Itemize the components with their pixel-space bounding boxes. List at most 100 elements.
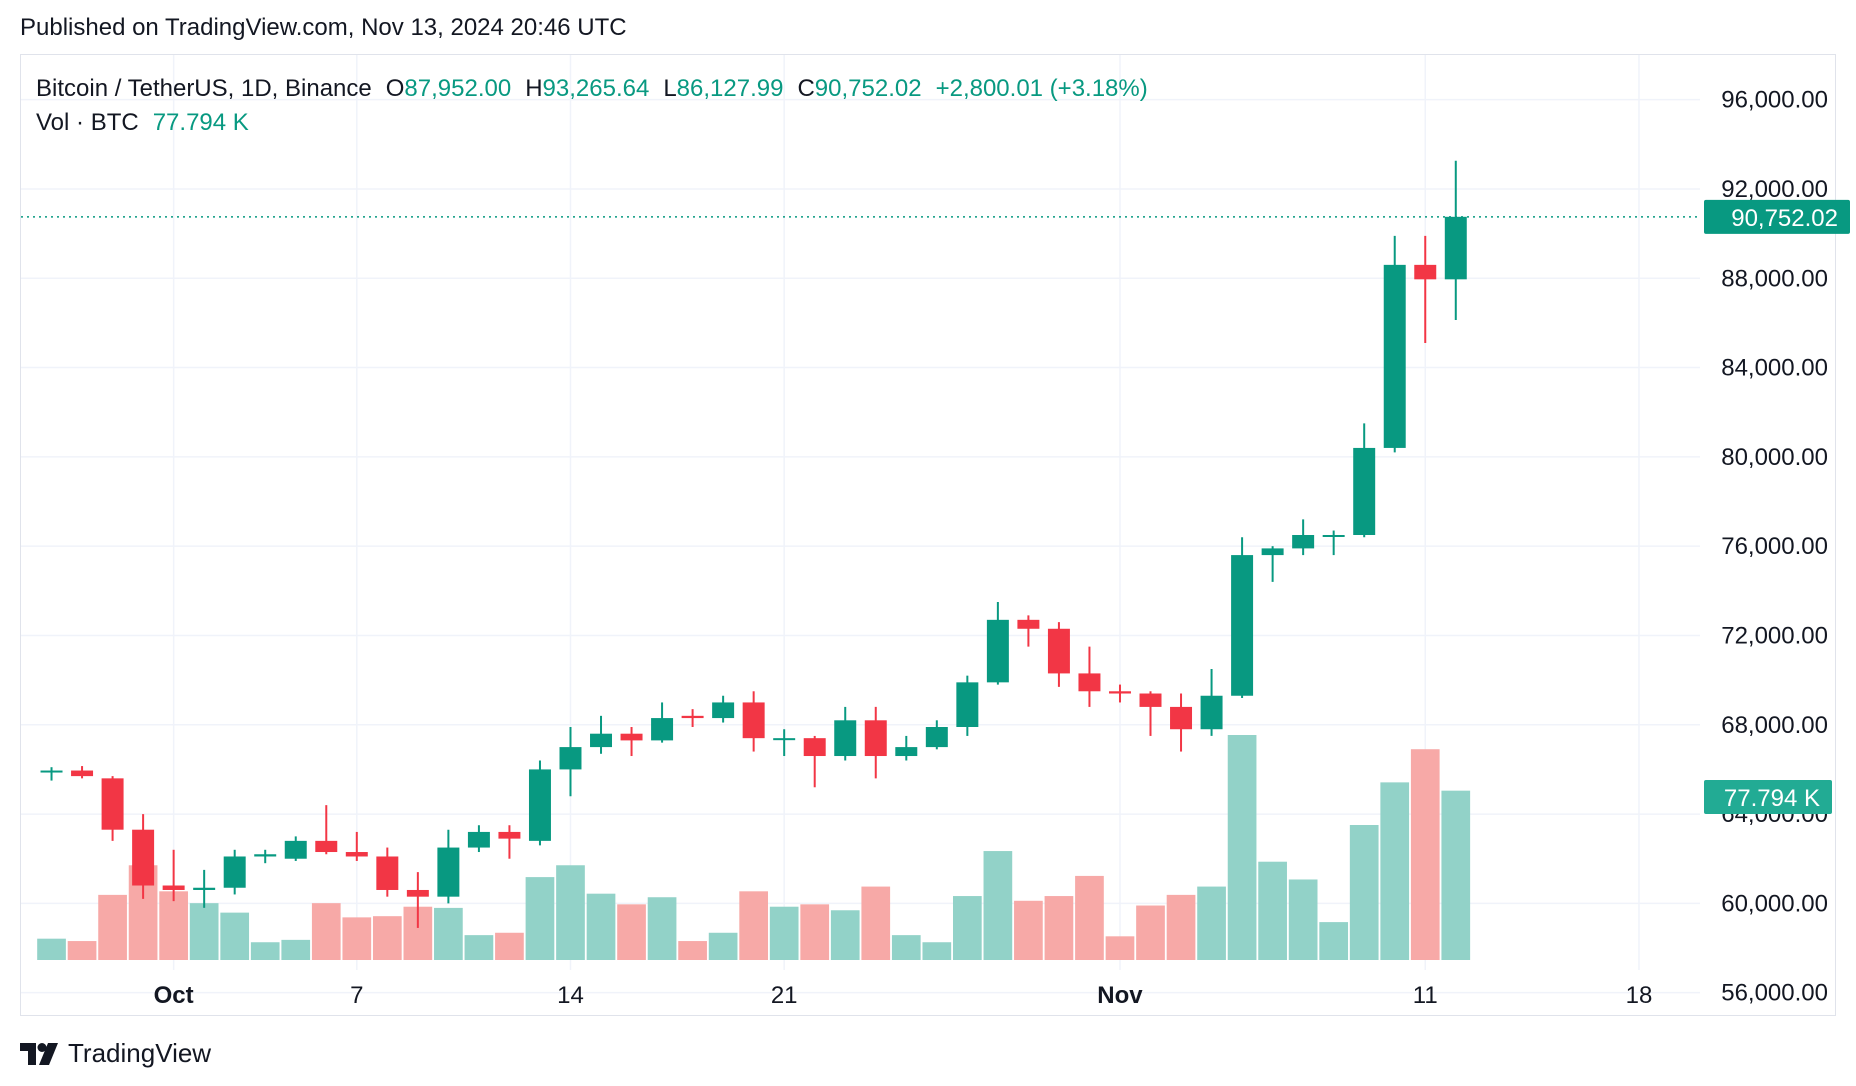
candle-body [773, 738, 796, 741]
candle-body [559, 747, 582, 770]
volume-bar [952, 896, 982, 960]
candle-body [40, 770, 63, 773]
volume-bar [281, 939, 311, 960]
legend-volume-value: 77.794 K [152, 109, 249, 136]
legend-high-value: 93,265.64 [542, 75, 650, 102]
volume-bar [1136, 905, 1165, 960]
candle-body [101, 778, 124, 830]
candle-body [254, 854, 277, 857]
candlestick-chart[interactable]: 96,000.00 92,000.00 88,000.00 84,000.00 80,0… [0, 0, 1856, 1030]
legend-close-label: C [797, 75, 815, 102]
y-tick-label: 88,000.00 [1721, 265, 1828, 292]
candle-body [437, 847, 460, 897]
y-tick-label: 92,000.00 [1721, 176, 1828, 203]
candle-body [925, 727, 948, 748]
candle-body [742, 702, 765, 739]
volume-badge-text: 77.794 K [1724, 785, 1820, 812]
candle-body [1444, 216, 1467, 280]
volume-bar [1258, 861, 1287, 960]
volume-bar [220, 912, 250, 960]
legend-ohlc-row: Bitcoin / TetherUS, 1D, Binance O 87,952.… [36, 72, 1148, 106]
x-tick-label: 21 [771, 982, 798, 1009]
candle-body [956, 682, 979, 727]
candle-body [1383, 264, 1406, 448]
candle-body [406, 889, 429, 897]
series-legend: Bitcoin / TetherUS, 1D, Binance O 87,952.… [36, 72, 1148, 140]
volume-bar [250, 942, 280, 960]
candle-body [284, 840, 307, 859]
candle-body [681, 715, 704, 719]
candle-body [620, 733, 643, 741]
candle-body [1414, 264, 1437, 280]
tradingview-logo-icon [20, 1042, 58, 1065]
volume-bar [678, 941, 707, 960]
legend-volume-label: Vol · BTC [36, 109, 139, 136]
price-axis: 96,000.00 92,000.00 88,000.00 84,000.00 80,0… [1721, 87, 1828, 1007]
legend-close-value: 90,752.02 [814, 75, 922, 102]
volume-bar [891, 935, 921, 960]
y-tick-label: 68,000.00 [1721, 712, 1828, 739]
candle-body [1322, 535, 1345, 537]
chart-frame [20, 54, 1836, 1016]
volume-bar [464, 935, 494, 960]
candle-body [1139, 693, 1162, 707]
candle-body [1353, 447, 1376, 535]
x-tick-label: 11 [1413, 982, 1438, 1009]
candle-body [193, 887, 216, 890]
candle-body [376, 856, 399, 890]
last-price-badge-text: 90,752.02 [1731, 205, 1838, 232]
y-tick-label: 84,000.00 [1721, 355, 1828, 382]
candle-body [1108, 691, 1131, 694]
volume-bar [1044, 896, 1074, 960]
volume-bar [586, 893, 616, 960]
volume-bar [922, 942, 952, 960]
volume-bar [159, 891, 188, 960]
volume-bar [372, 916, 402, 960]
volume-bar [647, 897, 677, 960]
volume-bar [189, 903, 219, 960]
y-tick-label: 56,000.00 [1721, 980, 1828, 1007]
volume-bar [311, 903, 341, 960]
volume-bars [37, 735, 1471, 960]
x-tick-label: 14 [557, 982, 584, 1009]
candle-body [1078, 673, 1101, 692]
volume-bar [1197, 886, 1226, 960]
candle-body [1231, 555, 1254, 696]
y-tick-label: 80,000.00 [1721, 444, 1828, 471]
volume-bar [708, 932, 738, 960]
candle-body [834, 720, 857, 757]
candle-body [864, 720, 887, 757]
candle-body [132, 829, 155, 886]
candles [40, 160, 1467, 928]
candle-body [528, 769, 551, 841]
time-axis: Oct 7 14 21 Nov 11 18 [154, 982, 1653, 1009]
legend-high-label: H [525, 75, 543, 102]
volume-bar [1288, 879, 1318, 960]
y-tick-label: 72,000.00 [1721, 622, 1828, 649]
legend-symbol: Bitcoin / TetherUS, 1D, Binance [36, 75, 372, 102]
legend-volume-row: Vol · BTC 77.794 K [36, 106, 1148, 140]
x-tick-label: Nov [1097, 982, 1143, 1009]
volume-bar [1075, 875, 1104, 960]
volume-bar [617, 904, 646, 960]
volume-badge [1704, 780, 1832, 814]
volume-bar [1410, 749, 1440, 960]
axis-badges: 90,752.02 77.794 K [1704, 199, 1850, 814]
volume-bar [1349, 825, 1379, 960]
footer: TradingView [20, 1038, 211, 1069]
x-tick-label: Oct [154, 982, 194, 1009]
candle-body [895, 747, 918, 757]
candle-body [590, 733, 613, 748]
candle-body [1047, 628, 1070, 674]
published-caption: Published on TradingView.com, Nov 13, 20… [20, 14, 627, 41]
volume-bar [1380, 782, 1410, 960]
candle-body [1261, 548, 1284, 556]
volume-bar [556, 865, 585, 960]
volume-bar [739, 891, 769, 960]
volume-bar [434, 907, 463, 960]
x-tick-label: 18 [1626, 982, 1653, 1009]
legend-low-label: L [663, 75, 677, 102]
legend-low-value: 86,127.99 [676, 75, 784, 102]
volume-bar [830, 910, 860, 960]
volume-bar [1014, 900, 1043, 960]
